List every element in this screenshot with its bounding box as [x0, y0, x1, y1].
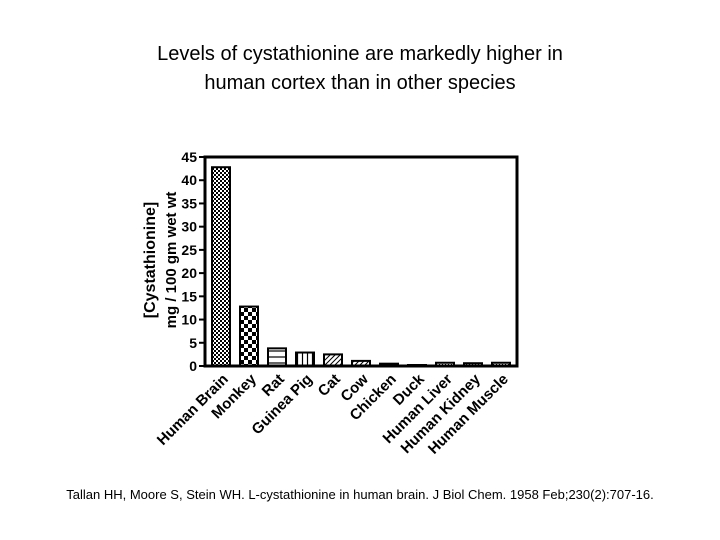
y-axis: 0 5 10 15 20 25 30 35 40 45: [181, 149, 205, 374]
bar-human-brain: [211, 166, 231, 367]
bar-guinea-pig: [295, 351, 315, 367]
y-tick-label: 25: [181, 242, 197, 258]
plot-frame: [203, 155, 519, 368]
y-tick-label: 5: [189, 335, 197, 351]
y-tick-label: 35: [181, 195, 197, 211]
y-tick-label: 0: [189, 358, 197, 374]
bar-cat: [323, 353, 343, 367]
y-axis-title-line-1: [Cystathionine]: [142, 202, 159, 318]
y-tick-label: 20: [181, 265, 197, 281]
y-tick-label: 15: [181, 288, 197, 304]
y-tick-label: 30: [181, 219, 197, 235]
y-tick-label: 45: [181, 149, 197, 165]
slide-title-line-2: human cortex than in other species: [204, 72, 516, 94]
bar-rat: [267, 347, 287, 367]
citation: Tallan HH, Moore S, Stein WH. L-cystathi…: [66, 487, 654, 502]
y-axis-title-line-2: mg / 100 gm wet wt: [163, 192, 180, 329]
bars: [211, 166, 511, 368]
bar-monkey: [239, 305, 259, 368]
slide-title-line-1: Levels of cystathionine are markedly hig…: [157, 43, 563, 65]
y-tick-label: 10: [181, 312, 197, 328]
y-axis-title: [Cystathionine] mg / 100 gm wet wt: [142, 192, 180, 329]
slide-title: Levels of cystathionine are markedly hig…: [0, 40, 720, 98]
y-tick-label: 40: [181, 172, 197, 188]
